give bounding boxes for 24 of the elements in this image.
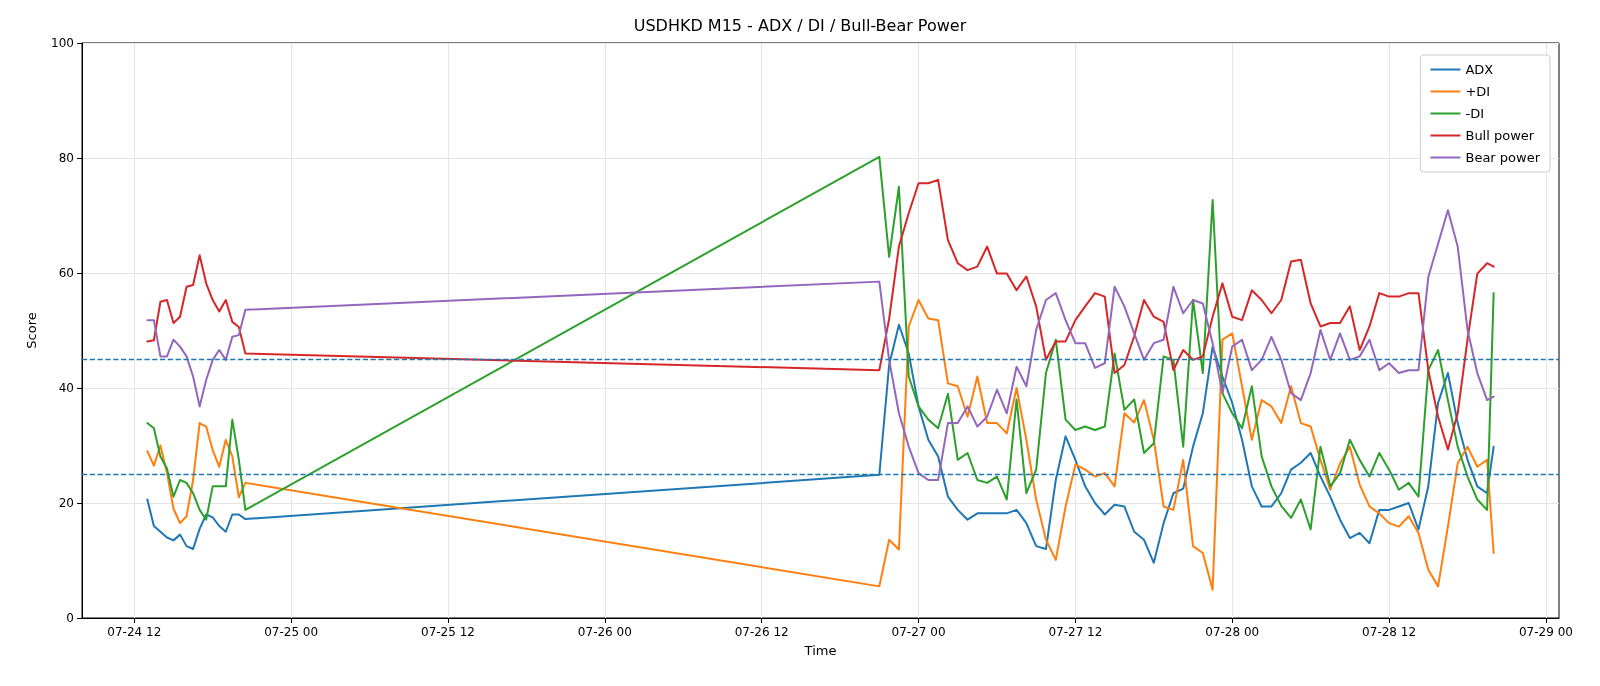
legend-label: +DI — [1465, 84, 1491, 99]
y-tick-label: 100 — [51, 36, 74, 50]
y-tick-label: 60 — [58, 266, 74, 280]
x-tick-label: 07-26 00 — [577, 625, 632, 639]
legend-label: Bull power — [1465, 128, 1535, 143]
chart-title: USDHKD M15 - ADX / DI / Bull-Bear Power — [633, 15, 967, 35]
x-tick-label: 07-25 12 — [421, 625, 475, 639]
x-tick-label: 07-29 00 — [1518, 625, 1573, 639]
x-tick-label: 07-26 12 — [734, 625, 789, 639]
x-tick-label: 07-28 00 — [1205, 625, 1260, 639]
legend-label: ADX — [1465, 62, 1494, 77]
y-tick-label: 40 — [58, 381, 74, 395]
y-tick-label: 20 — [58, 496, 74, 510]
x-axis-title: Time — [803, 643, 837, 658]
y-tick-label: 0 — [66, 611, 74, 625]
legend-label: -DI — [1465, 106, 1485, 121]
x-tick-label: 07-27 00 — [891, 625, 946, 639]
x-tick-label: 07-27 12 — [1048, 625, 1103, 639]
y-axis-title: Score — [24, 312, 39, 349]
y-tick-label: 80 — [58, 151, 74, 165]
x-tick-label: 07-24 12 — [107, 625, 162, 639]
x-tick-label: 07-28 12 — [1362, 625, 1417, 639]
legend-label: Bear power — [1465, 150, 1541, 165]
x-tick-label: 07-25 00 — [264, 625, 319, 639]
